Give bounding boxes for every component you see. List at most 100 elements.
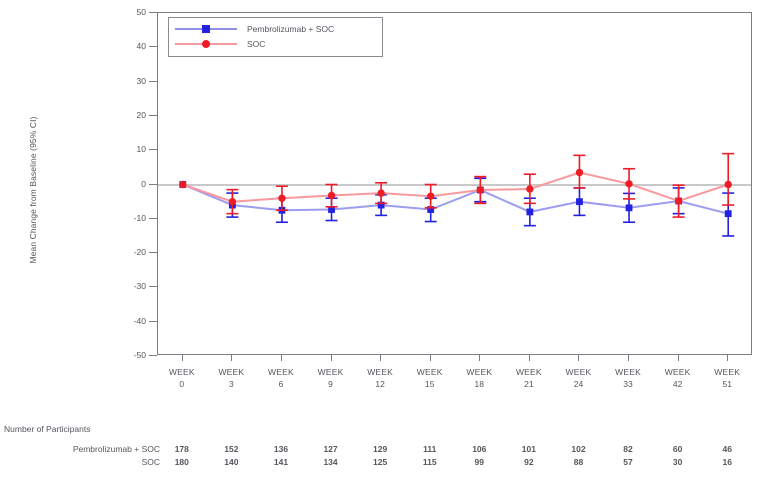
data-point-marker (625, 204, 633, 212)
series-plot (179, 152, 735, 237)
data-point-marker (575, 168, 584, 177)
y-axis-tick (149, 252, 157, 254)
participants-count: 92 (524, 457, 534, 467)
y-axis-tick-label: 0 (141, 178, 146, 189)
data-point-marker (179, 180, 187, 189)
x-axis-tick (677, 355, 679, 361)
data-point-marker (377, 189, 385, 197)
y-axis-tick-label: 40 (136, 41, 146, 52)
participants-count: 16 (722, 457, 732, 467)
y-axis-tick-label: 50 (136, 7, 146, 17)
participants-count: 136 (273, 444, 289, 454)
x-axis-tick-label: WEEK 21 (515, 367, 542, 389)
x-axis-tick (628, 355, 630, 361)
participants-count: 88 (573, 457, 584, 467)
data-point-marker (674, 197, 683, 205)
x-axis-tick (181, 355, 183, 361)
participants-count: 178 (174, 444, 189, 454)
x-axis-tick (330, 355, 332, 361)
y-axis-tick-label: -10 (133, 212, 146, 223)
x-axis-tick (429, 355, 431, 361)
x-axis-tick-label: WEEK 42 (664, 367, 691, 389)
y-axis-tick (149, 355, 157, 356)
zero-reference-line (158, 183, 751, 186)
data-point-marker (278, 194, 286, 202)
participants-count: 57 (623, 457, 633, 467)
plot-area (157, 12, 752, 355)
table-row: Pembrolizumab + SOC 178 152 136 127 129 111 10… (4, 444, 762, 457)
table-row: SOC 180 140 141 134 125 115 99 92 88 57 30 16 (4, 457, 762, 470)
data-point-marker (526, 208, 534, 216)
x-axis-tick (280, 355, 282, 361)
data-point-marker (228, 197, 237, 206)
x-axis-tick-label: WEEK 18 (466, 367, 493, 389)
legend-entry-pembrolizumab-soc: Pembrolizumab + SOC (175, 22, 334, 36)
participants-count: 30 (672, 457, 683, 467)
x-axis-tick (727, 355, 729, 361)
error-bar (722, 152, 735, 206)
x-axis-tick-label: WEEK 6 (268, 367, 294, 389)
participants-count: 101 (521, 444, 536, 454)
data-point-marker (724, 180, 732, 189)
participants-title: Number of Participants (4, 424, 91, 434)
y-axis-tick (149, 217, 157, 219)
data-point-marker (576, 198, 583, 206)
data-point-marker (377, 201, 385, 209)
x-axis-tick-label: WEEK 12 (367, 367, 394, 389)
x-axis-tick (380, 355, 382, 361)
participants-count: 127 (323, 444, 338, 454)
participants-count: 99 (474, 457, 485, 467)
participants-count: 60 (672, 444, 683, 454)
data-point-marker (427, 206, 435, 213)
x-axis-tick-label: WEEK 24 (565, 367, 592, 389)
y-axis-tick-label: 10 (136, 144, 146, 155)
x-axis-tick (479, 355, 481, 361)
x-axis-tick-label: WEEK 0 (168, 367, 195, 389)
y-axis-tick (149, 46, 157, 48)
legend-swatch-square-icon (175, 23, 237, 35)
participants-count: 82 (623, 444, 633, 454)
x-axis-tick-label: WEEK 3 (218, 367, 245, 389)
series-soc (179, 152, 735, 218)
participants-row-label: Pembrolizumab + SOC (72, 444, 160, 454)
participants-count: 46 (722, 444, 732, 454)
data-point-marker (327, 191, 336, 200)
x-axis-tick (578, 355, 580, 361)
x-axis-tick-label: WEEK 33 (615, 367, 641, 389)
x-axis-tick-label: WEEK 9 (317, 367, 344, 389)
y-axis-tick-label: 20 (136, 109, 146, 120)
participants-count: 134 (323, 457, 338, 467)
y-axis-tick-label: -50 (133, 350, 146, 360)
y-axis-tick (149, 12, 157, 13)
y-axis-tick (149, 286, 157, 288)
x-axis-tick-label: WEEK 15 (416, 367, 443, 389)
legend-entry-soc: SOC (175, 37, 265, 51)
x-axis-tick (528, 355, 530, 361)
chart-legend: Pembrolizumab + SOC SOC (168, 17, 383, 57)
legend-swatch-circle-icon (175, 38, 237, 50)
x-axis-tick (231, 355, 233, 361)
data-point-marker (625, 180, 633, 188)
participants-row-label: SOC (141, 457, 160, 467)
series-pembrolizumab-soc (179, 177, 735, 237)
participants-count: 115 (422, 457, 437, 467)
participants-count: 111 (423, 444, 437, 454)
y-axis-tick (149, 114, 157, 116)
y-axis-tick-label: 30 (136, 75, 146, 86)
y-axis-tick (149, 149, 157, 151)
participants-count: 129 (373, 444, 388, 454)
data-point-marker (476, 186, 484, 194)
participants-count: 140 (224, 457, 239, 467)
participants-count: 180 (174, 457, 189, 467)
y-axis-tick (149, 320, 157, 322)
legend-label-soc: SOC (247, 39, 266, 49)
y-axis-tick-label: -30 (133, 281, 146, 292)
participants-count: 125 (373, 457, 388, 467)
participants-count: 141 (273, 457, 289, 467)
data-point-marker (724, 210, 732, 218)
y-axis-title: Mean Change from Baseline (95% CI) (28, 116, 38, 264)
data-point-marker (328, 206, 335, 213)
data-point-marker (427, 192, 435, 200)
y-axis-tick-label: -40 (133, 315, 146, 326)
